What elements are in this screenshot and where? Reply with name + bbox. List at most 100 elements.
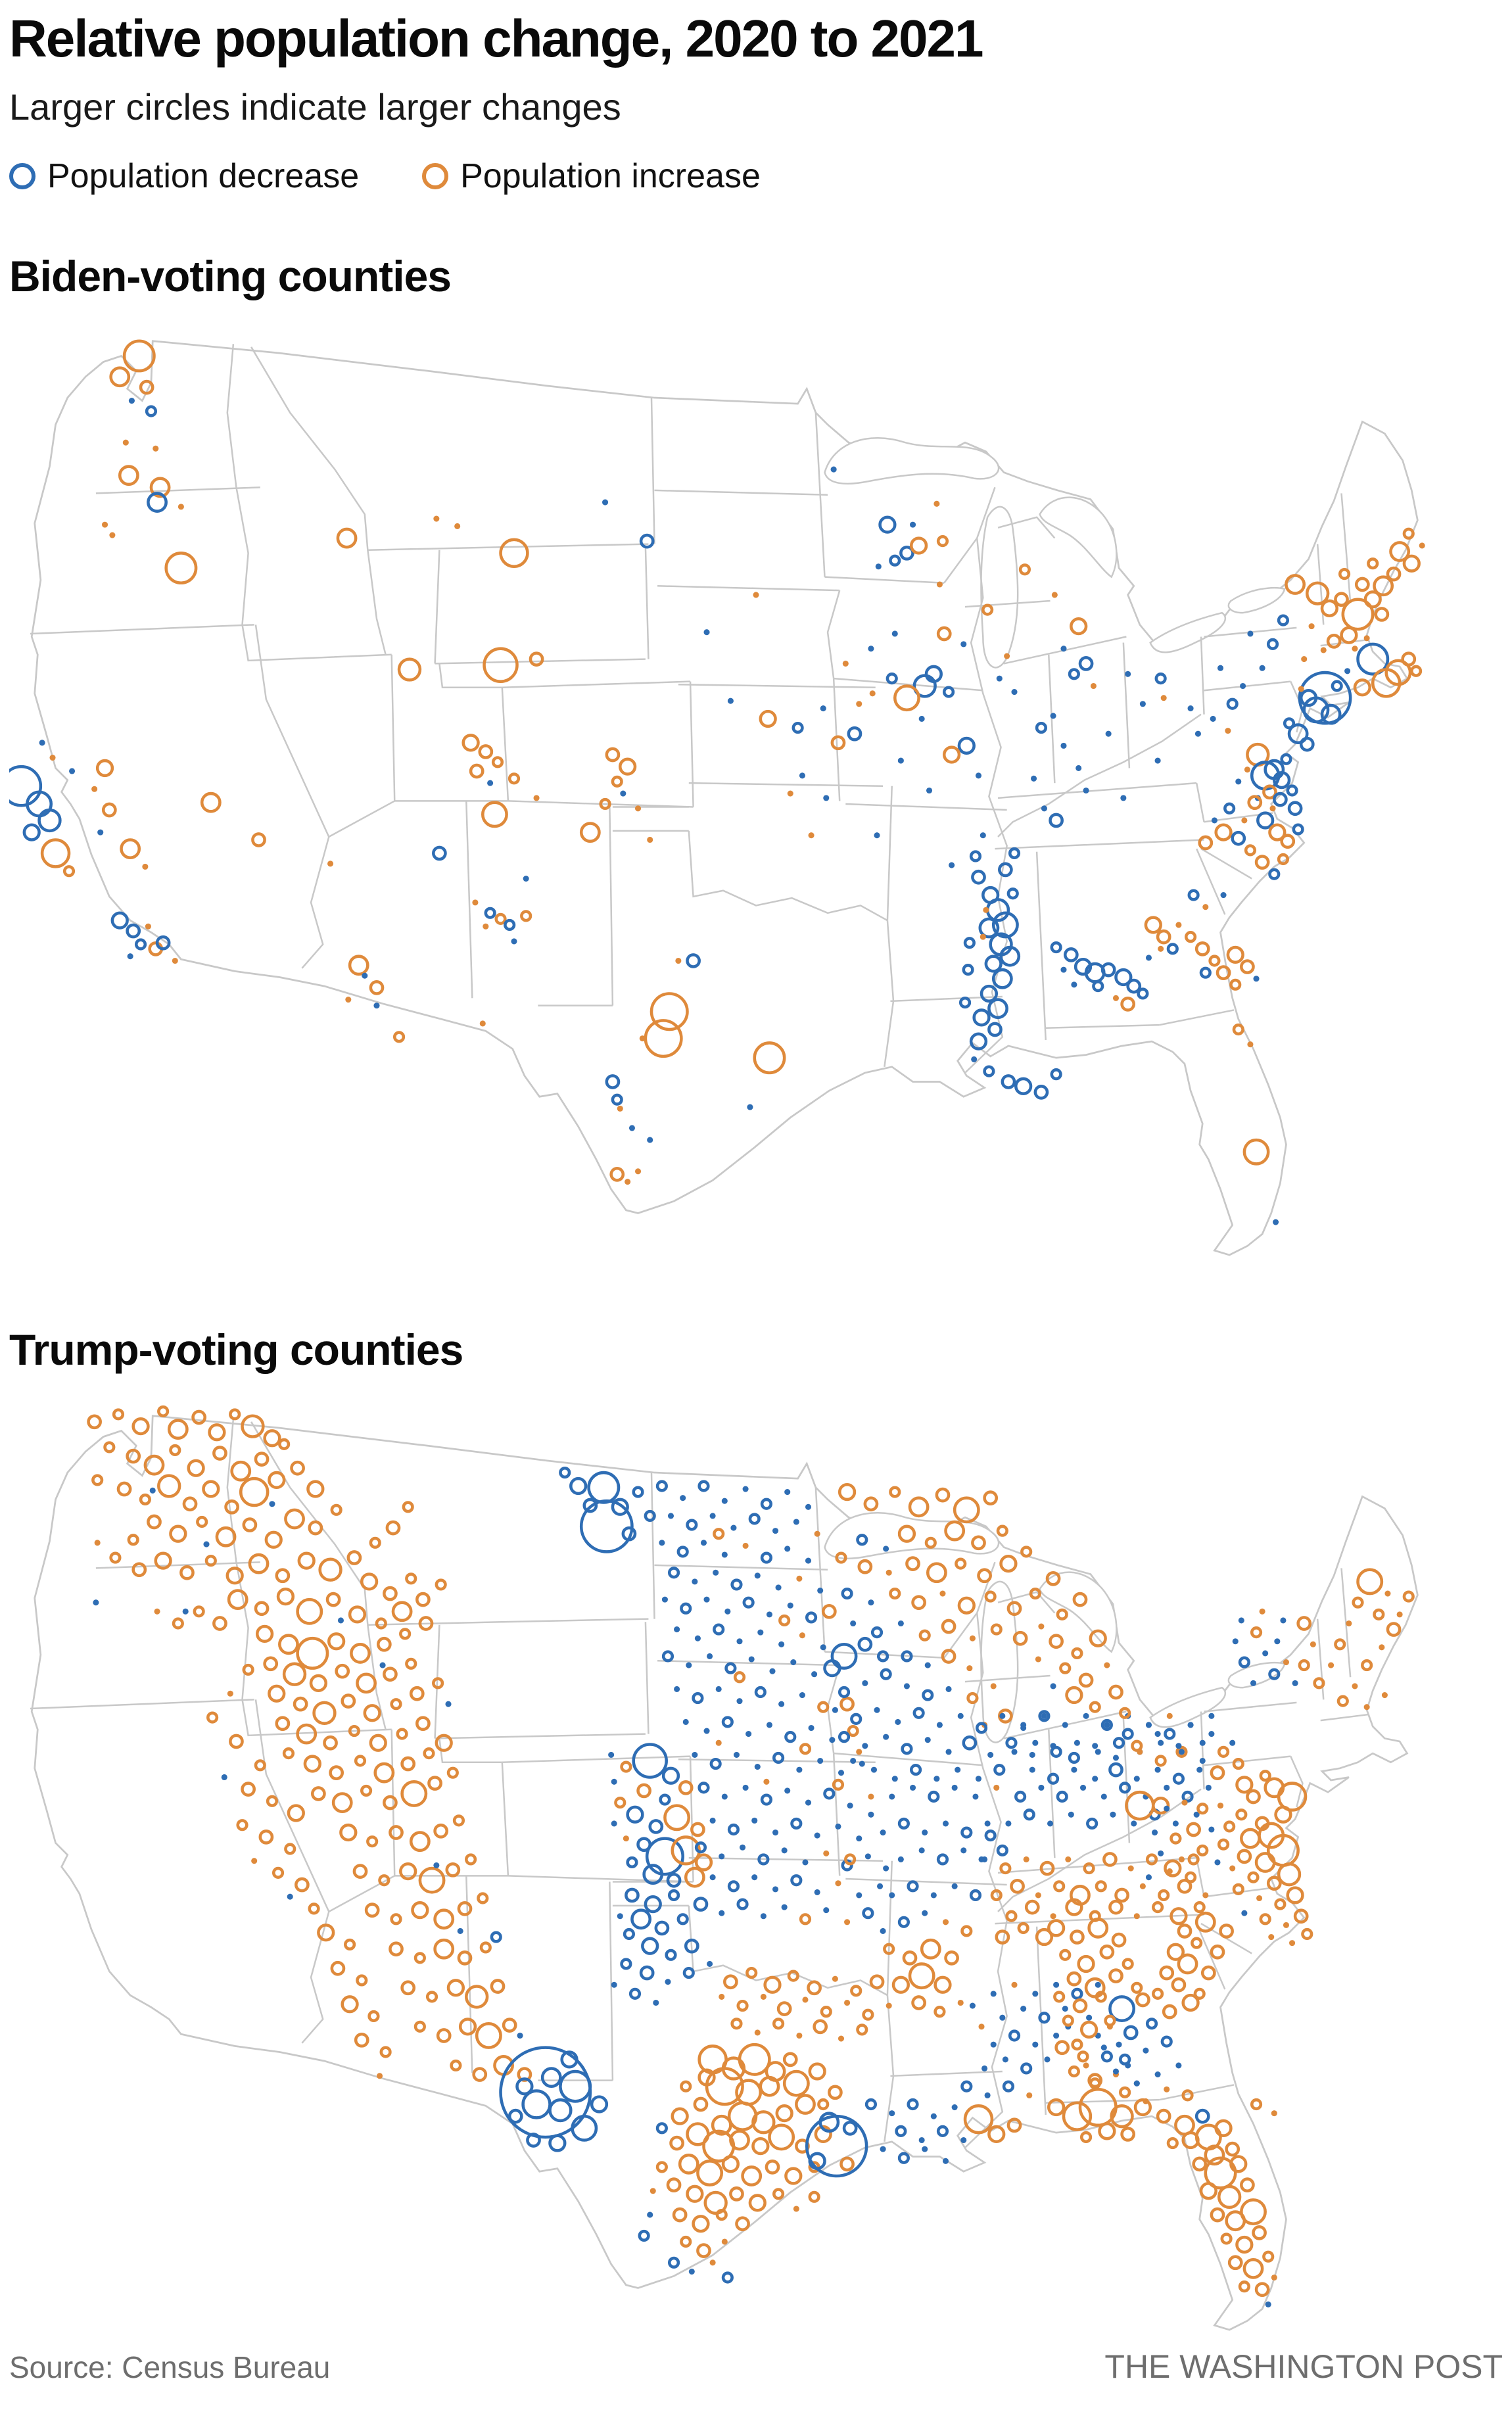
county-circle	[354, 1755, 367, 1767]
county-circle	[399, 1628, 412, 1640]
county-circle	[1070, 1885, 1091, 1906]
county-circle	[875, 563, 882, 570]
county-circle	[1068, 668, 1080, 680]
county-circle	[1023, 1856, 1029, 1862]
county-circle	[1020, 2062, 1033, 2075]
county-circle	[960, 2080, 973, 2092]
lake-outline	[1149, 611, 1226, 653]
county-circle	[626, 1856, 638, 1869]
county-circle	[1024, 1899, 1040, 1915]
county-circle	[814, 2125, 832, 2144]
county-circle	[1164, 1859, 1182, 1878]
county-circle	[823, 1850, 830, 1856]
state-border	[367, 550, 387, 655]
county-circle	[296, 1597, 323, 1625]
lake-outline	[980, 506, 1019, 669]
county-circle	[897, 1856, 904, 1862]
county-circle	[1216, 965, 1231, 981]
county-circle	[823, 1787, 836, 1800]
county-circle	[715, 1686, 722, 1692]
county-circle	[1326, 633, 1342, 649]
county-circle	[667, 2256, 680, 2269]
county-circle	[990, 2041, 997, 2048]
county-circle	[661, 1596, 668, 1603]
county-circle	[977, 1568, 992, 1584]
page-title: Relative population change, 2020 to 2021	[9, 9, 984, 68]
county-circle	[686, 1519, 698, 1531]
county-circle	[251, 832, 266, 847]
county-circle	[748, 1513, 761, 1525]
county-circle	[1032, 2041, 1039, 2048]
county-circle	[891, 1776, 898, 1782]
county-circle	[341, 1693, 356, 1709]
county-circle	[1143, 2047, 1149, 2054]
county-circle	[996, 1524, 1008, 1537]
county-circle	[957, 1999, 964, 2006]
county-circle	[1071, 1987, 1083, 2000]
county-circle	[415, 1592, 431, 1607]
county-circle	[991, 911, 1019, 939]
county-circle	[1071, 981, 1077, 988]
county-circle	[1164, 1728, 1176, 1740]
county-circle	[868, 1793, 874, 1800]
county-circle	[405, 1572, 417, 1585]
county-circle	[1127, 1865, 1134, 1872]
county-circle	[856, 2023, 868, 2036]
county-circle	[1214, 2119, 1233, 2137]
county-circle	[684, 1866, 705, 1888]
county-circle	[112, 1408, 125, 1421]
county-circle	[167, 1419, 189, 1440]
county-circle	[835, 1823, 841, 1830]
county-circle	[719, 1993, 725, 2000]
county-circle	[1301, 1927, 1313, 1941]
county-circle	[378, 1874, 390, 1887]
county-circle	[1144, 916, 1162, 934]
state-border	[30, 1699, 254, 1710]
county-circle	[877, 1883, 884, 1889]
county-circle	[409, 1831, 431, 1853]
county-circle	[990, 1623, 1003, 1636]
county-circle	[768, 2123, 795, 2151]
county-circle	[1194, 1911, 1216, 1933]
county-circle	[1112, 1737, 1125, 1749]
decrease-circle-icon	[9, 162, 35, 189]
county-circle	[632, 1743, 668, 1779]
county-circle	[721, 1498, 728, 1504]
state-border	[1204, 680, 1291, 692]
county-circle	[978, 1856, 985, 1862]
county-circle	[686, 2185, 704, 2203]
county-circle	[626, 1805, 644, 1824]
county-circle	[969, 1889, 982, 1902]
county-circle	[1050, 1745, 1062, 1758]
county-circle	[709, 1757, 722, 1770]
state-border	[884, 1995, 895, 2142]
state-border	[465, 1876, 473, 2073]
county-circle	[452, 1814, 465, 1827]
county-circle	[1235, 778, 1242, 785]
county-circle	[832, 1707, 838, 1713]
county-circle	[707, 1960, 713, 1967]
county-circle	[295, 1877, 310, 1893]
county-circle	[666, 1872, 682, 1888]
county-circle	[1114, 1887, 1129, 1903]
county-circle	[227, 1690, 233, 1697]
publisher-credit: THE WASHINGTON POST	[1104, 2348, 1503, 2385]
state-border	[964, 600, 1051, 608]
county-circle	[696, 2243, 711, 2258]
county-circle	[709, 1874, 716, 1881]
county-circle	[1059, 1662, 1072, 1674]
county-circle	[1292, 823, 1304, 836]
county-circle	[772, 1528, 779, 1534]
county-circle	[1011, 689, 1018, 696]
county-circle	[1145, 1853, 1158, 1866]
county-circle	[379, 2046, 392, 2058]
county-circle	[1050, 1683, 1056, 1689]
county-circle	[611, 1981, 617, 1988]
county-circle	[1100, 2044, 1107, 2051]
county-circle	[984, 1820, 991, 1827]
county-circle	[807, 1980, 822, 1996]
state-border	[1340, 493, 1352, 603]
county-circle	[490, 1979, 506, 1994]
county-circle	[145, 923, 151, 930]
state-border	[30, 624, 254, 635]
